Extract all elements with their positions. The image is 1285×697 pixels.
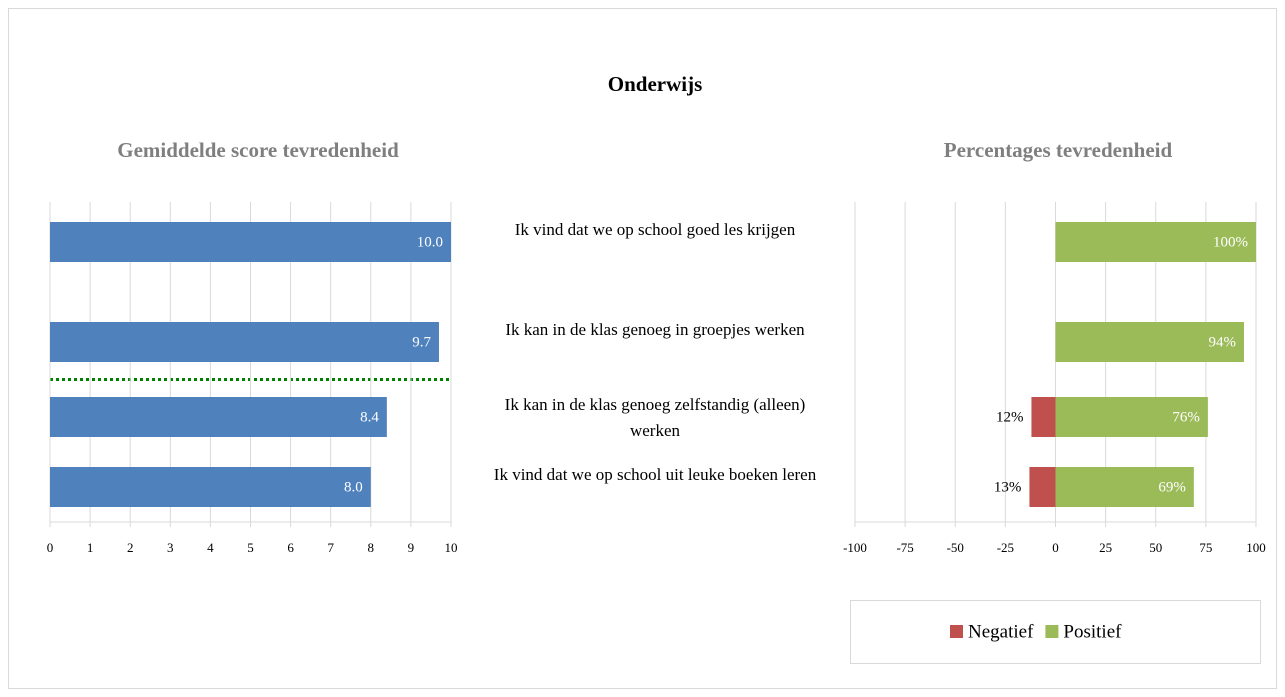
value-label: 76%: [1172, 409, 1200, 425]
legend-swatch: [1045, 625, 1059, 638]
bar: [1055, 397, 1208, 437]
x-tick-label: 75: [1199, 540, 1212, 555]
legend-label: Negatief: [968, 621, 1034, 642]
value-label: 69%: [1158, 479, 1186, 495]
category-label: Ik kan in de klas genoeg zelfstandig (al…: [504, 395, 806, 440]
x-tick-label: 6: [287, 540, 294, 555]
value-label: 12%: [996, 409, 1024, 425]
bar: [1029, 467, 1056, 507]
bar: [1055, 467, 1194, 507]
value-label: 9.7: [412, 334, 431, 350]
bar: [50, 467, 371, 507]
x-tick-label: -50: [947, 540, 964, 555]
value-label: 8.4: [360, 409, 379, 425]
legend-swatch: [950, 625, 963, 638]
bar: [50, 322, 439, 362]
x-tick-label: 50: [1149, 540, 1162, 555]
x-tick-label: -25: [997, 540, 1014, 555]
chart-title: Gemiddelde score tevredenheid: [117, 138, 399, 162]
x-tick-label: 8: [368, 540, 375, 555]
x-tick-label: 4: [207, 540, 214, 555]
x-tick-label: 25: [1099, 540, 1112, 555]
category-label: Ik vind dat we op school uit leuke boeke…: [493, 465, 817, 484]
x-tick-label: 0: [1052, 540, 1059, 555]
x-tick-label: 10: [445, 540, 458, 555]
bar: [1055, 322, 1244, 362]
value-label: 13%: [994, 479, 1022, 495]
category-label: Ik kan in de klas genoeg in groepjes wer…: [505, 320, 805, 339]
page-title: Onderwijs: [608, 72, 703, 96]
category-label: Ik vind dat we op school goed les krijge…: [514, 220, 796, 239]
x-tick-label: 5: [247, 540, 254, 555]
bar: [50, 397, 387, 437]
legend-label: Positief: [1063, 621, 1122, 642]
chart-title: Percentages tevredenheid: [944, 138, 1173, 162]
x-tick-label: 0: [47, 540, 54, 555]
x-tick-label: 1: [87, 540, 94, 555]
x-tick-label: 9: [408, 540, 415, 555]
x-tick-label: 2: [127, 540, 134, 555]
bar: [1055, 222, 1256, 262]
x-tick-label: 100: [1246, 540, 1266, 555]
x-tick-label: -75: [896, 540, 913, 555]
x-tick-label: 7: [327, 540, 334, 555]
value-label: 10.0: [417, 234, 443, 250]
value-label: 94%: [1208, 334, 1236, 350]
value-label: 100%: [1213, 234, 1248, 250]
bar: [50, 222, 451, 262]
bar: [1031, 397, 1056, 437]
x-tick-label: 3: [167, 540, 174, 555]
value-label: 8.0: [344, 479, 363, 495]
x-tick-label: -100: [843, 540, 867, 555]
